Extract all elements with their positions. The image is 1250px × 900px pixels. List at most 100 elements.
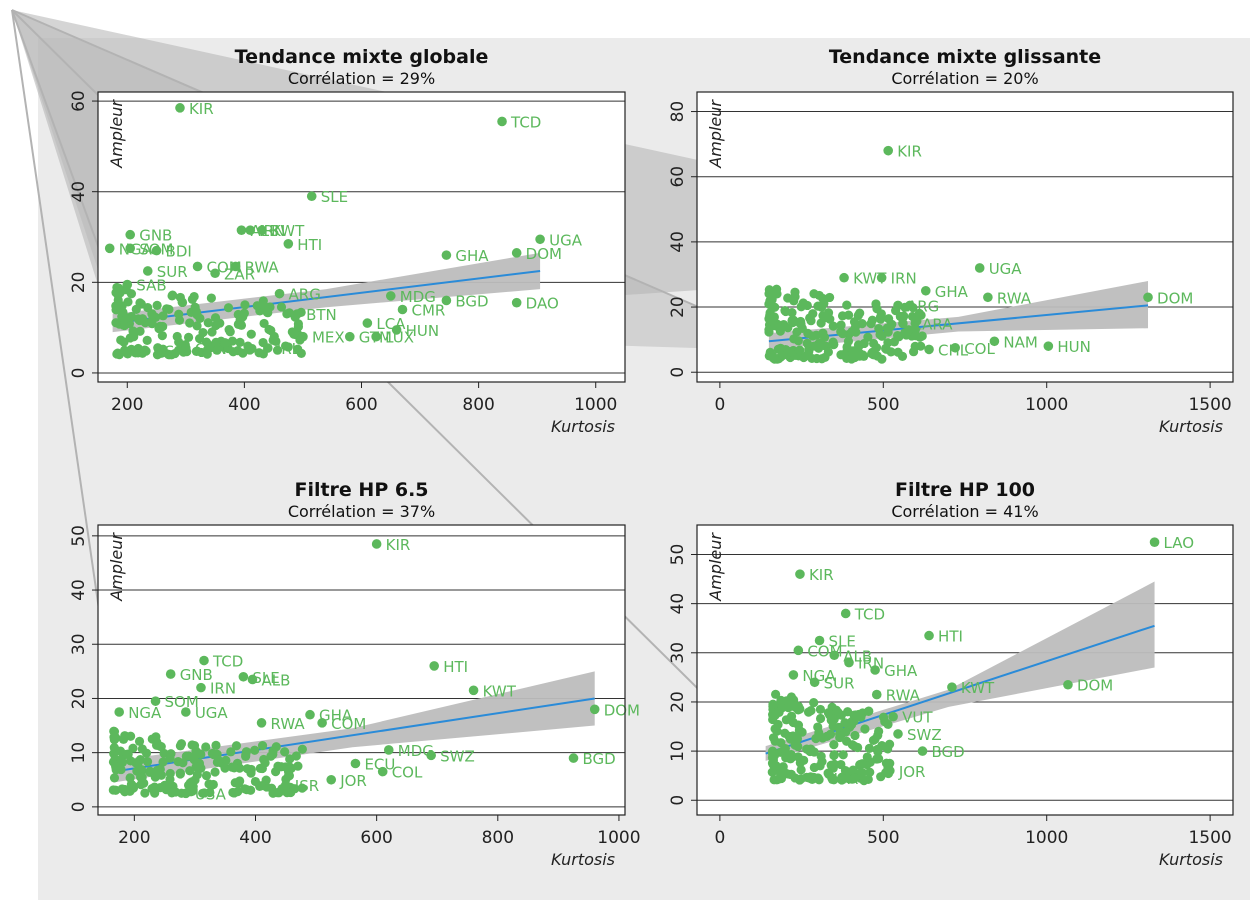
data-point bbox=[142, 757, 153, 767]
data-point bbox=[397, 304, 408, 315]
data-point bbox=[245, 225, 256, 236]
data-point bbox=[878, 712, 889, 722]
y-tick-label: 40 bbox=[668, 231, 688, 253]
data-point bbox=[914, 308, 924, 318]
data-point bbox=[511, 248, 522, 258]
data-point bbox=[804, 773, 814, 783]
data-point bbox=[116, 764, 126, 775]
point-label: USA bbox=[195, 785, 227, 803]
chart-title: Filtre HP 100 bbox=[895, 479, 1035, 501]
chart-subtitle: Corrélation = 41% bbox=[891, 502, 1038, 521]
data-point bbox=[211, 337, 221, 347]
data-point bbox=[818, 733, 828, 743]
point-label: SAB bbox=[136, 277, 166, 295]
data-point bbox=[111, 318, 121, 328]
point-label: BTN bbox=[306, 306, 337, 324]
data-point bbox=[441, 295, 452, 306]
data-point bbox=[898, 318, 908, 329]
point-label: SWZ bbox=[440, 747, 475, 765]
data-point bbox=[131, 304, 141, 315]
data-point bbox=[785, 734, 796, 744]
data-point bbox=[855, 308, 865, 318]
data-point bbox=[842, 300, 852, 310]
data-point bbox=[114, 707, 125, 717]
data-point bbox=[134, 736, 145, 746]
data-point bbox=[122, 313, 132, 323]
data-point bbox=[772, 726, 782, 736]
data-point bbox=[910, 331, 921, 341]
point-label: IRN bbox=[259, 222, 285, 240]
data-point bbox=[796, 319, 806, 329]
point-label: SLE bbox=[829, 633, 856, 651]
data-point bbox=[838, 329, 848, 339]
point-label: MDG bbox=[398, 742, 434, 760]
data-point bbox=[783, 703, 793, 713]
data-point bbox=[920, 285, 931, 296]
data-point bbox=[802, 744, 812, 754]
y-tick-label: 0 bbox=[69, 368, 89, 379]
data-point bbox=[883, 145, 893, 156]
data-point bbox=[173, 756, 183, 767]
data-point bbox=[130, 348, 141, 358]
data-point bbox=[825, 292, 835, 303]
data-point bbox=[789, 296, 799, 306]
data-point bbox=[192, 261, 203, 272]
data-point bbox=[795, 704, 805, 714]
data-point bbox=[788, 670, 799, 680]
data-point bbox=[196, 682, 206, 693]
data-point bbox=[1043, 341, 1054, 351]
data-point bbox=[150, 696, 161, 706]
point-label: ISR bbox=[295, 777, 319, 795]
data-point bbox=[792, 734, 803, 744]
data-point bbox=[261, 775, 271, 785]
data-point bbox=[185, 766, 195, 776]
y-tick-label: 10 bbox=[69, 742, 89, 764]
point-label: ZAR bbox=[224, 265, 255, 283]
x-tick-label: 800 bbox=[462, 395, 494, 415]
data-point bbox=[859, 351, 869, 361]
point-label: TCD bbox=[510, 113, 541, 131]
point-label: CAN bbox=[195, 340, 227, 358]
data-point bbox=[806, 706, 816, 716]
data-point bbox=[781, 749, 791, 759]
data-point bbox=[837, 311, 848, 321]
data-point bbox=[259, 754, 269, 765]
data-point bbox=[204, 779, 214, 789]
data-point bbox=[292, 309, 302, 319]
data-point bbox=[174, 315, 185, 325]
data-point bbox=[924, 630, 934, 641]
point-label: SOM bbox=[165, 693, 199, 711]
point-label: ECU bbox=[364, 756, 395, 774]
data-point bbox=[815, 713, 826, 724]
point-label: KWT bbox=[961, 679, 995, 697]
data-point bbox=[126, 756, 136, 766]
data-point bbox=[866, 319, 876, 329]
data-point bbox=[172, 331, 182, 342]
chart-subtitle: Corrélation = 37% bbox=[288, 502, 435, 521]
data-point bbox=[282, 309, 292, 319]
data-point bbox=[158, 757, 168, 767]
data-point bbox=[272, 345, 283, 355]
point-label: IRL bbox=[277, 340, 301, 358]
point-label: KIR bbox=[386, 536, 411, 554]
data-point bbox=[811, 733, 821, 744]
data-point bbox=[156, 348, 166, 358]
data-point bbox=[286, 763, 296, 774]
data-point bbox=[841, 727, 851, 737]
point-label: TCD bbox=[212, 653, 243, 671]
y-tick-label: 40 bbox=[668, 593, 688, 615]
data-point bbox=[884, 314, 894, 324]
data-point bbox=[276, 302, 287, 312]
data-point bbox=[371, 331, 381, 342]
data-point bbox=[764, 325, 774, 335]
data-point bbox=[268, 335, 278, 345]
data-point bbox=[181, 707, 191, 717]
data-point bbox=[897, 351, 908, 361]
data-point bbox=[250, 745, 260, 755]
data-point bbox=[871, 689, 882, 700]
data-point bbox=[850, 710, 861, 720]
data-point bbox=[220, 338, 230, 348]
data-point bbox=[211, 740, 221, 750]
data-point bbox=[839, 272, 849, 283]
